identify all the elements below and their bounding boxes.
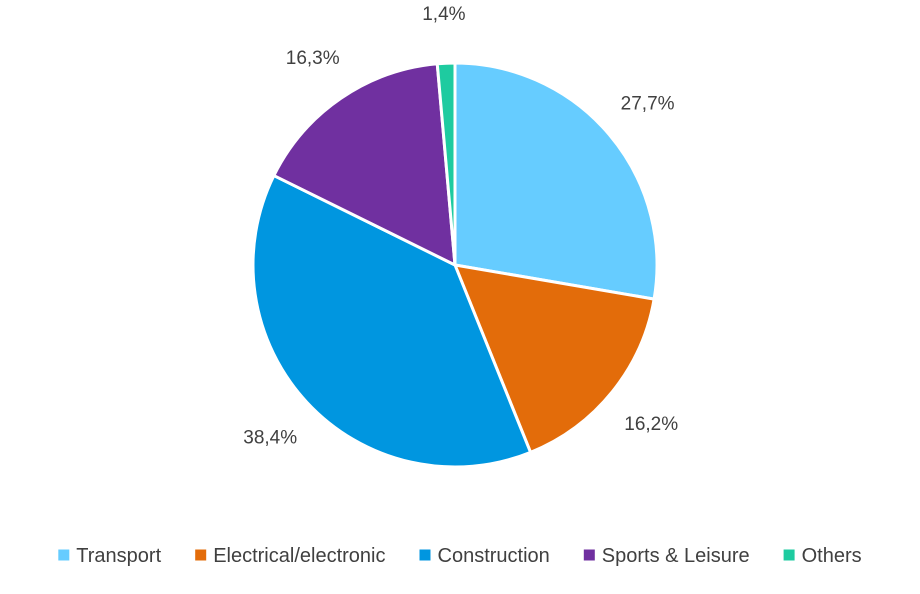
data-labels: 27,7% 16,2% 38,4% 16,3% 1,4% [243,4,678,448]
data-label-transport: 27,7% [621,94,675,115]
legend-swatch-transport [58,549,70,561]
legend-label-construction: Construction [438,545,550,567]
data-label-sports-leisure: 16,3% [286,48,340,69]
legend: Transport Electrical/electronic Constructi… [58,545,862,567]
pie-slices [251,61,659,469]
pie-slice-transport [453,61,659,301]
legend-label-electrical-electronic: Electrical/electronic [213,545,385,567]
legend-label-others: Others [802,545,862,567]
pie-slice-electrical-electronic [453,263,656,454]
legend-swatch-electrical-electronic [195,549,207,561]
legend-swatch-sports-leisure [583,549,595,561]
legend-swatch-construction [419,549,431,561]
pie-slice-others [435,61,457,267]
legend-label-transport: Transport [76,545,161,567]
pie-slice-construction [251,174,533,469]
pie-slice-sports-leisure [272,62,457,267]
legend-label-sports-leisure: Sports & Leisure [602,545,750,567]
data-label-construction: 38,4% [243,427,297,448]
data-label-others: 1,4% [422,4,465,25]
data-label-electrical-electronic: 16,2% [624,414,678,435]
legend-swatch-others [783,549,795,561]
